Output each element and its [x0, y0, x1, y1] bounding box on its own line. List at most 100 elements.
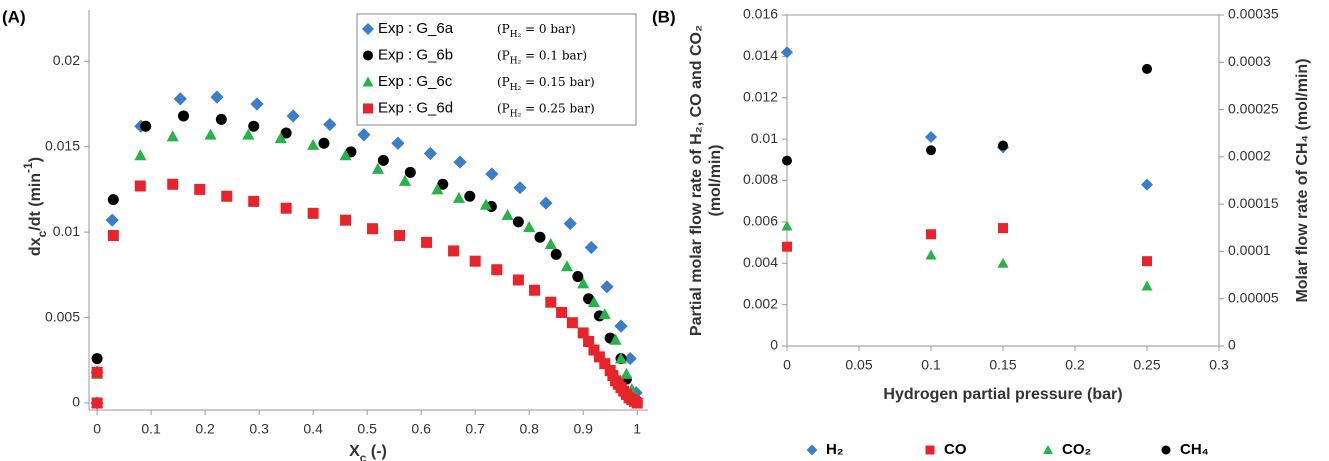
marker [598, 308, 611, 320]
marker [204, 128, 217, 140]
marker [362, 76, 374, 87]
marker [1043, 445, 1053, 455]
x-tick-label: 0.7 [465, 421, 485, 437]
marker [394, 230, 406, 242]
x-axis-label: Hydrogen partial pressure (bar) [883, 386, 1122, 403]
legend-label: Exp : G_6a [378, 20, 454, 37]
marker [1161, 445, 1171, 455]
y-tick-label: 0.004 [743, 254, 778, 270]
legend-condition: (PH₂ = 0 bar) [497, 22, 576, 40]
marker [423, 146, 437, 161]
label-part: = 0.25 bar) [521, 101, 594, 115]
marker [194, 183, 206, 195]
marker [550, 248, 562, 260]
marker [623, 351, 637, 366]
marker [464, 190, 476, 202]
marker [614, 319, 628, 333]
marker [367, 223, 379, 235]
x-tick-label: 0.3 [249, 421, 269, 437]
marker [453, 155, 467, 169]
marker [274, 132, 287, 144]
marker [1141, 178, 1153, 191]
legend-label: Exp : G_6d [378, 99, 453, 116]
marker [437, 178, 449, 190]
legend-label: Exp : G_6c [378, 73, 453, 90]
x-tick-label: 0.9 [573, 421, 593, 437]
legend-label: CO [944, 441, 967, 458]
y2-tick-label: 0.0003 [1228, 53, 1271, 69]
legend-box [356, 13, 637, 126]
legend-condition: (PH₂ = 0.1 bar) [497, 48, 587, 66]
marker [166, 130, 179, 142]
label-part: ) [27, 157, 44, 162]
marker [593, 351, 605, 363]
marker [534, 231, 546, 243]
marker [134, 180, 146, 192]
y2-tick-label: 0.00005 [1228, 289, 1279, 305]
y-axis-label: Partial molar flow rate of H₂, CO and CO… [688, 25, 705, 336]
marker [210, 90, 224, 104]
marker [323, 117, 337, 132]
y-tick-label: 0.01 [53, 223, 80, 239]
y-tick-label: 0.008 [743, 171, 778, 187]
label-part: H₂ [510, 30, 522, 40]
marker [448, 245, 460, 257]
marker [307, 207, 319, 219]
x-tick-label: 0.3 [1209, 357, 1229, 373]
label-part: H₂ [510, 109, 522, 119]
y-axis-label: dxc/dt (min-1) [21, 157, 49, 256]
legend-label: CH₄ [1180, 441, 1209, 458]
marker [620, 367, 633, 379]
x-tick-label: 0.05 [845, 357, 872, 373]
marker [363, 103, 373, 114]
x-tick-label: 1 [633, 421, 641, 437]
marker [998, 223, 1008, 234]
marker [998, 140, 1008, 151]
marker [609, 333, 622, 345]
legend-label: H₂ [826, 441, 844, 458]
marker [577, 327, 589, 339]
marker [587, 296, 601, 308]
marker [280, 202, 292, 214]
label-part: X [349, 443, 360, 460]
y-tick-label: 0 [72, 394, 80, 410]
marker [363, 50, 373, 61]
marker [134, 149, 147, 161]
marker [242, 128, 255, 140]
y-tick-label: 0.006 [743, 213, 778, 229]
x-tick-label: 0.1 [141, 421, 161, 437]
label-part: (P [497, 101, 510, 115]
x-tick-label: 0.15 [989, 357, 1016, 373]
marker [280, 127, 292, 139]
legend-label: CO₂ [1062, 441, 1091, 458]
marker [398, 174, 412, 186]
label-part: c [360, 451, 367, 461]
y-tick-label: 0 [770, 337, 778, 353]
legend-condition: (PH₂ = 0.15 bar) [497, 75, 595, 93]
marker [215, 113, 227, 125]
marker [250, 97, 264, 111]
marker [997, 257, 1009, 268]
label-part: (P [497, 75, 510, 89]
x-tick-label: 0.4 [303, 421, 323, 437]
label-part: -1 [21, 162, 35, 173]
label-part: H₂ [510, 56, 522, 66]
marker [572, 271, 584, 283]
marker [560, 260, 574, 272]
marker [529, 284, 541, 296]
marker [501, 208, 514, 220]
marker [140, 120, 152, 132]
x-tick-label: 0.2 [1065, 357, 1085, 373]
y-axis-label: (mol/min) [707, 145, 724, 217]
marker [167, 178, 179, 190]
x-tick-label: 0.2 [195, 421, 215, 437]
marker [925, 445, 935, 455]
marker [614, 352, 628, 364]
marker [566, 317, 578, 329]
y-tick-label: 0.005 [45, 308, 80, 324]
marker [307, 138, 320, 150]
marker [539, 196, 553, 210]
marker [513, 181, 527, 195]
marker [371, 162, 385, 174]
